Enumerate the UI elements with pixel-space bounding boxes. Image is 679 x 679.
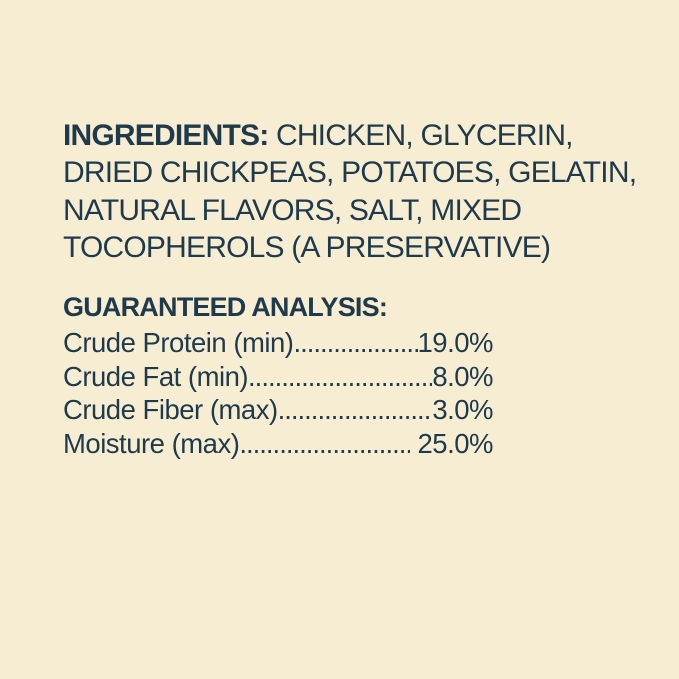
analysis-label: Moisture (max) — [63, 427, 240, 459]
ingredients-line-1: INGREDIENTS: CHICKEN, GLYCERIN, — [63, 117, 636, 154]
ingredients-line-1-text: CHICKEN, GLYCERIN, — [268, 119, 574, 152]
ingredients-section: INGREDIENTS: CHICKEN, GLYCERIN, DRIED CH… — [63, 117, 637, 266]
dot-leader: ........................................… — [248, 360, 433, 392]
dot-leader: ........................................… — [277, 394, 433, 426]
analysis-label: Crude Fiber (max) — [63, 394, 278, 426]
analysis-row-moisture: Moisture (max) .........................… — [63, 427, 493, 461]
analysis-value: 19.0% — [417, 327, 494, 358]
guaranteed-analysis-table: Crude Protein (min) ....................… — [63, 326, 494, 461]
ingredients-line-2: DRIED CHICKPEAS, POTATOES, GELATIN, — [63, 156, 637, 190]
analysis-row-crude-fiber: Crude Fiber (max) ......................… — [63, 393, 493, 427]
analysis-label: Crude Fat (min) — [63, 360, 249, 392]
dot-leader: ........................................… — [293, 327, 417, 358]
dot-leader: ........................................… — [239, 427, 411, 459]
analysis-value: 8.0% — [432, 360, 493, 392]
analysis-row-crude-protein: Crude Protein (min) ....................… — [63, 326, 494, 360]
ingredients-line-3: NATURAL FLAVORS, SALT, MIXED — [63, 193, 522, 227]
analysis-row-crude-fat: Crude Fat (min) ........................… — [63, 360, 493, 394]
analysis-value: 3.0% — [432, 394, 493, 426]
analysis-label: Crude Protein (min) — [63, 327, 294, 358]
ingredients-heading: INGREDIENTS: — [63, 119, 269, 152]
analysis-value: 25.0% — [410, 427, 494, 459]
ingredients-line-4: TOCOPHEROLS (A PRESERVATIVE) — [63, 230, 551, 264]
guaranteed-analysis-heading: GUARANTEED ANALYSIS: — [63, 292, 388, 322]
